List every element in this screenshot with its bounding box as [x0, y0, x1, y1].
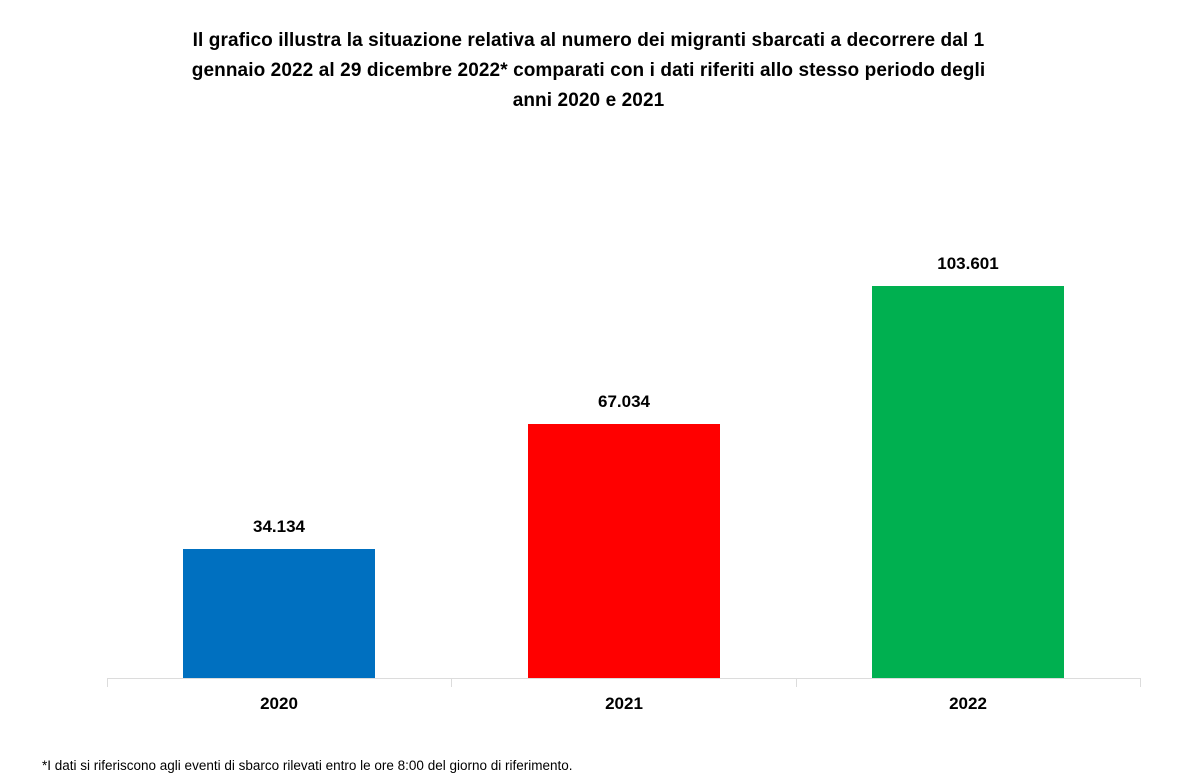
x-axis-category-label: 2022 — [949, 694, 987, 713]
bar-2020 — [183, 549, 375, 678]
bar-value-label: 67.034 — [598, 392, 650, 411]
x-axis-tick — [107, 678, 108, 687]
chart-title-line: Il grafico illustra la situazione relati… — [192, 30, 985, 51]
bar-value-label: 34.134 — [253, 517, 305, 536]
bar-2022 — [872, 286, 1064, 678]
x-axis-line — [107, 678, 1140, 679]
bar-2021 — [528, 424, 720, 678]
x-axis-tick — [451, 678, 452, 687]
chart-title: Il grafico illustra la situazione relati… — [0, 26, 1177, 116]
chart-footnote: *I dati si riferiscono agli eventi di sb… — [42, 758, 573, 773]
x-axis-category-label: 2021 — [605, 694, 643, 713]
x-axis-category-label: 2020 — [260, 694, 298, 713]
chart-title-line: anni 2020 e 2021 — [512, 90, 665, 111]
chart-title-line: gennaio 2022 al 29 dicembre 2022* compar… — [191, 60, 986, 81]
bar-value-label: 103.601 — [937, 254, 999, 273]
x-axis-tick — [1140, 678, 1141, 687]
x-axis-tick — [796, 678, 797, 687]
